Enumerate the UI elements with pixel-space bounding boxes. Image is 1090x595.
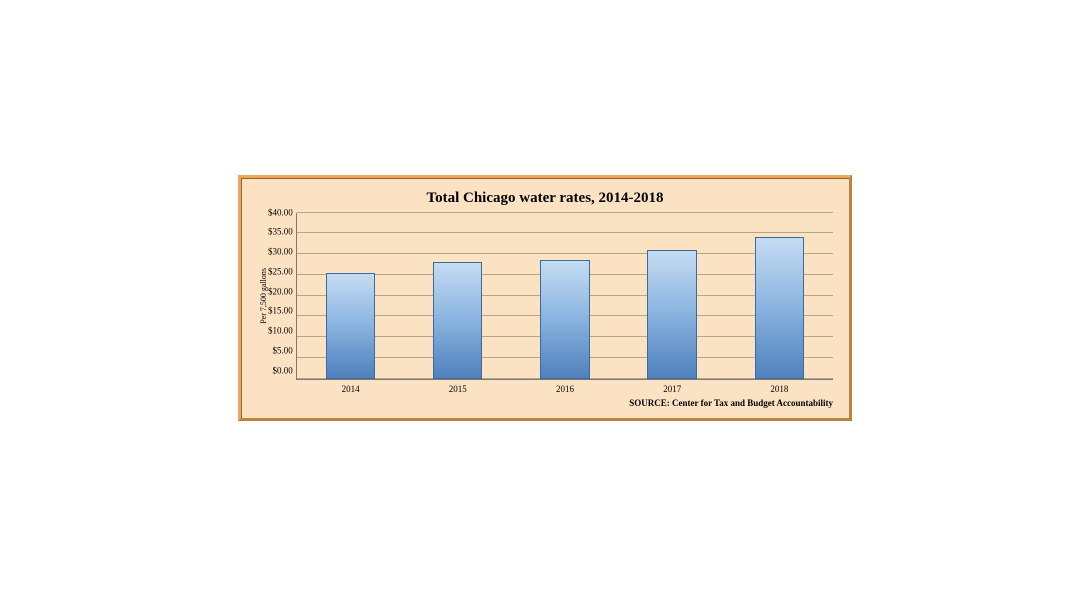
below-plot: 2014 2015 2016 2017 2018 SOURCE: Center … [297, 380, 833, 408]
x-tick: 2018 [726, 384, 833, 394]
y-tick: $20.00 [268, 287, 293, 296]
y-tick: $0.00 [273, 366, 293, 375]
x-tick: 2014 [297, 384, 404, 394]
chart-source: SOURCE: Center for Tax and Budget Accoun… [297, 398, 833, 408]
plot-area [296, 213, 833, 380]
y-tick: $10.00 [268, 327, 293, 336]
bar-slot [297, 213, 404, 379]
y-axis-label: Per 7,500 gallons [257, 268, 268, 324]
x-tick: 2015 [404, 384, 511, 394]
y-tick: $35.00 [268, 228, 293, 237]
chart-frame: Total Chicago water rates, 2014-2018 Per… [238, 175, 852, 421]
y-tick: $40.00 [268, 208, 293, 217]
y-ticks: $40.00 $35.00 $30.00 $25.00 $20.00 $15.0… [268, 213, 296, 380]
y-tick: $5.00 [273, 346, 293, 355]
bar-slot [404, 213, 511, 379]
bar-slot [511, 213, 618, 379]
bars-container [297, 213, 833, 379]
y-tick: $30.00 [268, 248, 293, 257]
x-tick: 2017 [619, 384, 726, 394]
chart-title: Total Chicago water rates, 2014-2018 [257, 190, 833, 207]
bar-2018 [755, 237, 804, 378]
bar-2016 [540, 260, 589, 378]
y-tick: $15.00 [268, 307, 293, 316]
x-ticks: 2014 2015 2016 2017 2018 [297, 384, 833, 394]
plot-container: Per 7,500 gallons $40.00 $35.00 $30.00 $… [257, 213, 833, 380]
y-tick: $25.00 [268, 267, 293, 276]
bar-2015 [433, 262, 482, 378]
x-tick: 2016 [511, 384, 618, 394]
bar-slot [726, 213, 833, 379]
y-axis: Per 7,500 gallons $40.00 $35.00 $30.00 $… [257, 213, 296, 380]
bar-2017 [647, 250, 696, 379]
bar-2014 [326, 273, 375, 379]
bar-slot [619, 213, 726, 379]
